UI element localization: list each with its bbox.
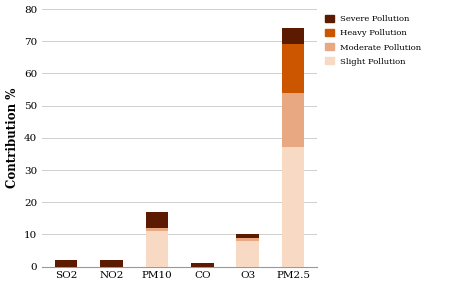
Bar (191, 263, 213, 267)
Bar (145, 228, 168, 231)
Bar (281, 93, 304, 148)
Bar (281, 44, 304, 93)
Bar (281, 28, 304, 44)
Bar (236, 238, 259, 241)
Legend: Severe Pollution, Heavy Pollution, Moderate Pollution, Slight Pollution: Severe Pollution, Heavy Pollution, Moder… (324, 13, 423, 67)
Bar (281, 148, 304, 267)
Bar (55, 260, 77, 267)
Bar (236, 235, 259, 238)
Bar (145, 231, 168, 267)
Bar (236, 241, 259, 267)
Y-axis label: Contribution %: Contribution % (6, 88, 19, 188)
Bar (145, 212, 168, 228)
Bar (100, 260, 123, 267)
